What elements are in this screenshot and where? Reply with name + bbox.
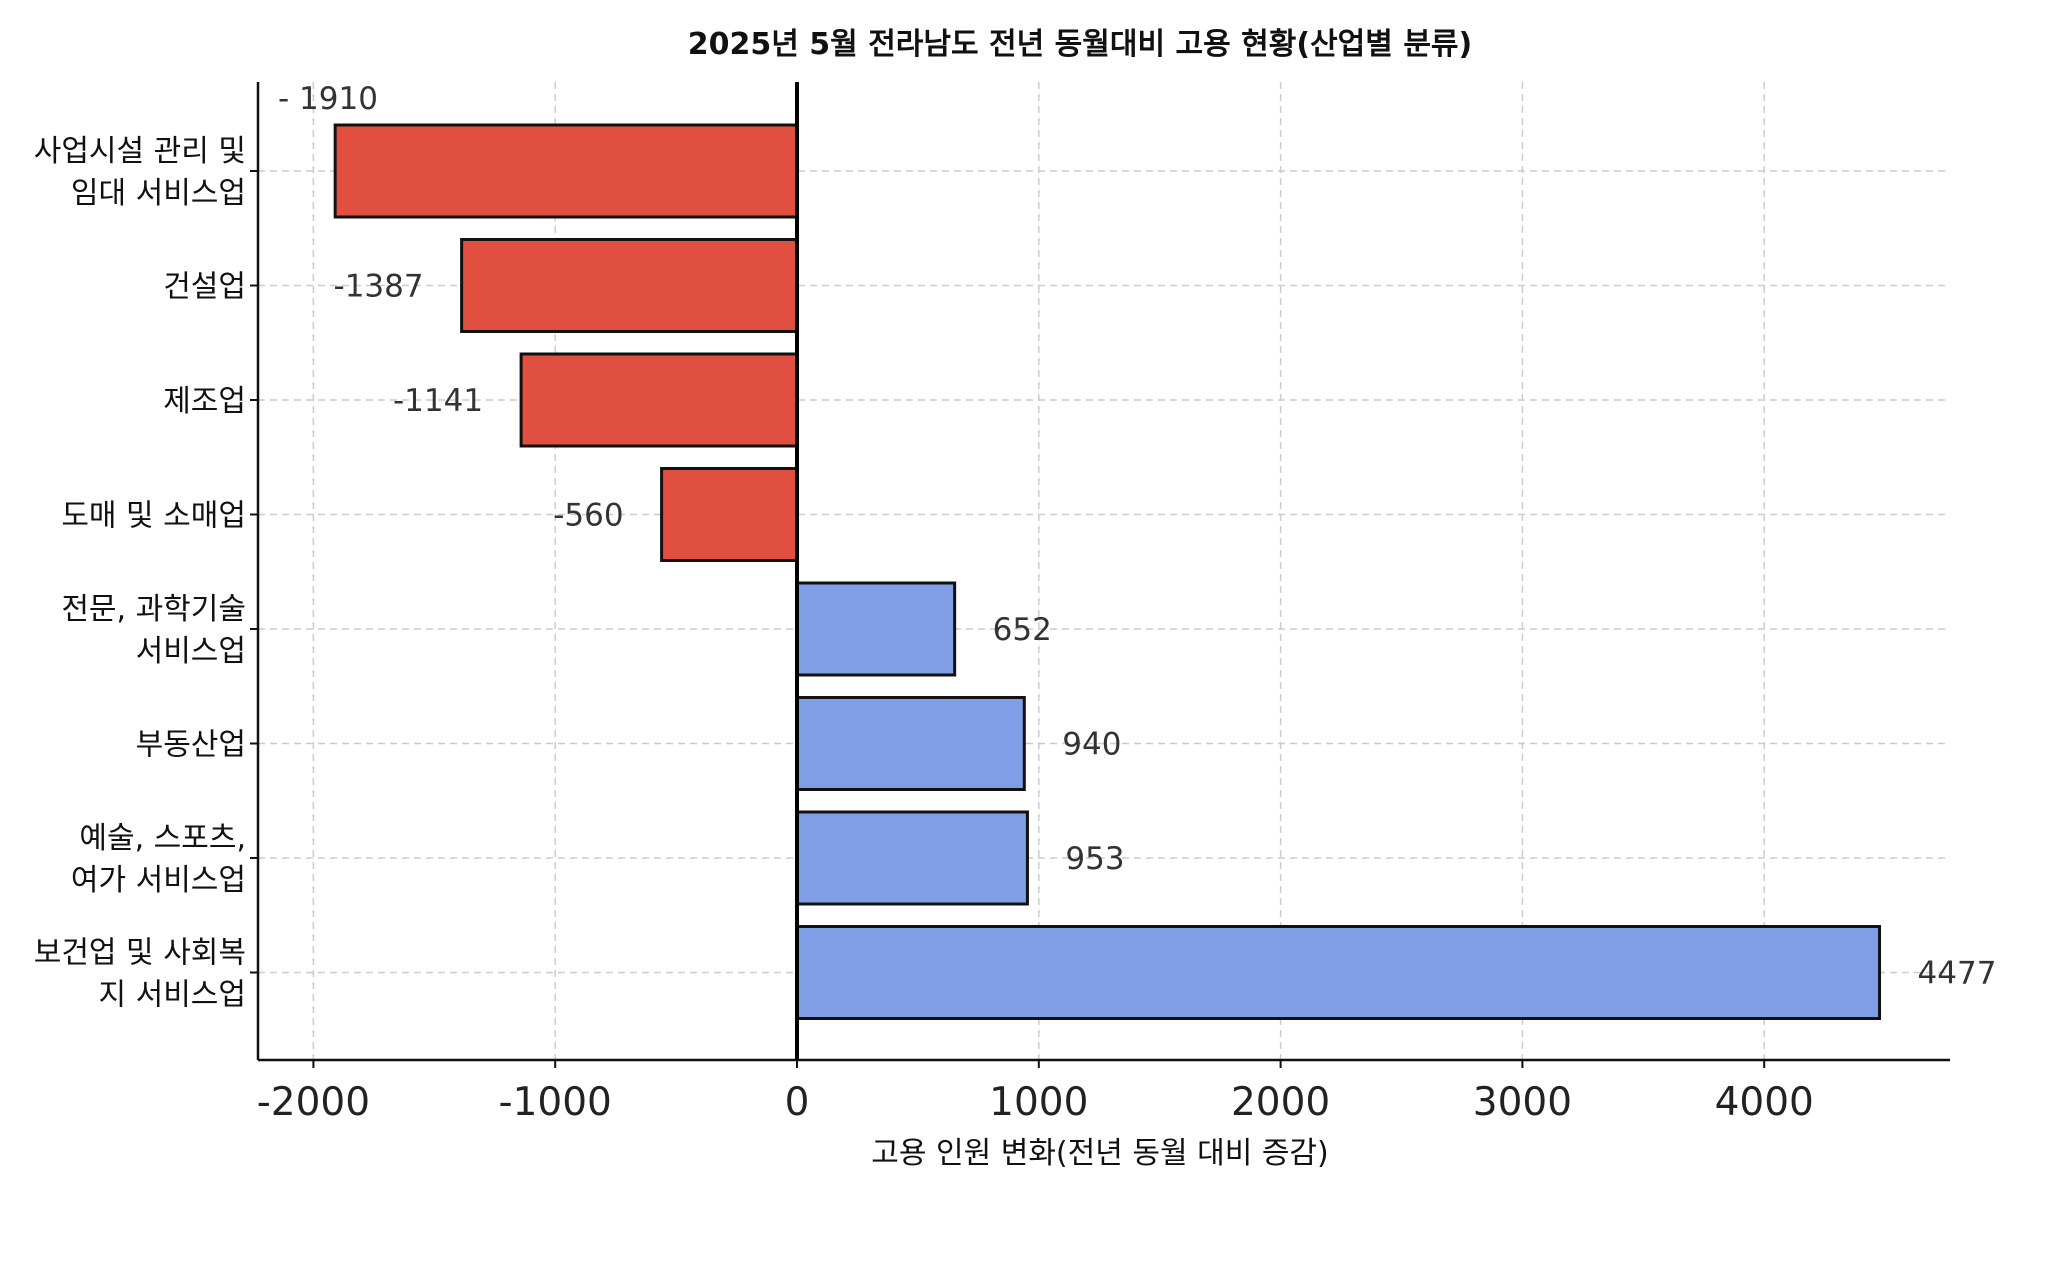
category-label: 제조업 (163, 384, 246, 419)
bar (519, 352, 799, 448)
x-axis-title: 고용 인원 변화(전년 동월 대비 증감) (871, 1136, 1329, 1171)
x-tick-label: -1000 (499, 1080, 612, 1125)
x-tick-labels: -2000 -1000 0 1000 2000 3000 4000 (257, 1080, 1814, 1125)
x-tick-label: -2000 (257, 1080, 370, 1125)
value-label: -560 (553, 498, 623, 534)
category-label: 사업시설 관리 및 임대 서비스업 (34, 134, 246, 211)
value-label: 4477 (1918, 956, 1997, 992)
category-label: 부동산업 (136, 728, 246, 763)
value-label: -1387 (334, 269, 424, 305)
bar (795, 810, 1029, 906)
bar (795, 581, 957, 677)
value-labels: - 1910 -1387 -1141 -560 652 940 953 4477 (278, 81, 1996, 992)
bar (460, 238, 799, 333)
category-label: 전문, 과학기술 서비스업 (61, 592, 246, 669)
bar (660, 467, 799, 562)
x-tick-label: 1000 (989, 1080, 1088, 1125)
category-label: 예술, 스포츠, 여가 서비스업 (71, 821, 246, 898)
grid-lines (258, 82, 1950, 1060)
value-label: 953 (1065, 841, 1124, 877)
category-label: 도매 및 소매업 (61, 499, 246, 534)
bar (795, 696, 1026, 791)
x-tick-label: 0 (785, 1080, 810, 1125)
axes (250, 82, 1950, 1068)
x-tick-label: 2000 (1231, 1080, 1330, 1125)
value-label: - 1910 (278, 81, 378, 117)
bar (333, 123, 799, 219)
value-label: 652 (993, 612, 1052, 648)
bars (333, 123, 1882, 1020)
x-tick-label: 3000 (1473, 1080, 1572, 1125)
value-label: -1141 (393, 383, 483, 419)
chart-title: 2025년 5월 전라남도 전년 동월대비 고용 현황(산업별 분류) (688, 27, 1473, 62)
x-tick-label: 4000 (1715, 1080, 1814, 1125)
category-label: 보건업 및 사회복 지 서비스업 (34, 936, 246, 1013)
bar (795, 925, 1882, 1020)
value-label: 940 (1062, 727, 1121, 763)
category-label: 건설업 (163, 270, 246, 305)
